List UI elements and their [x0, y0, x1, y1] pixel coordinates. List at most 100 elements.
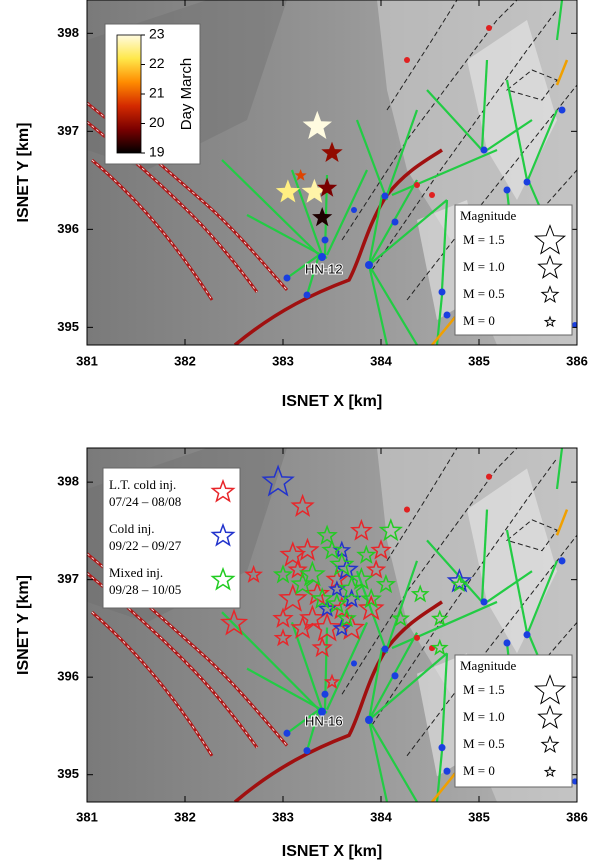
event-star: [332, 618, 352, 637]
legend-star: [537, 254, 563, 279]
colorbar-tick-label: 22: [149, 55, 165, 71]
event-star: [302, 110, 332, 139]
event-star: [294, 169, 307, 181]
event-star: [290, 571, 315, 595]
event-star: [272, 607, 294, 628]
event-star: [298, 560, 326, 587]
event-star: [349, 518, 373, 541]
markers: [275, 110, 343, 227]
legend-star: [533, 674, 567, 705]
legend-title: Magnitude: [460, 208, 517, 223]
event-star: [450, 575, 469, 593]
colorbar: [116, 34, 142, 154]
event-star: [326, 592, 348, 614]
event-star: [329, 596, 354, 620]
x-tick-label: 383: [272, 809, 294, 824]
legend-label: M = 0: [463, 763, 495, 778]
x-tick-label: 381: [76, 809, 98, 824]
event-star: [275, 179, 300, 203]
y-tick-label: 395: [57, 766, 79, 781]
event-star: [338, 575, 366, 601]
legend-box: [454, 204, 573, 336]
plot-frame: [86, 0, 578, 346]
event-star: [391, 608, 411, 627]
legend-label: Cold inj.: [109, 521, 155, 536]
x-tick-label: 382: [174, 353, 196, 368]
x-axis-label: ISNET X [km]: [282, 393, 382, 410]
x-tick-label: 384: [370, 353, 392, 368]
y-tick-label: 395: [57, 319, 79, 334]
legend-label: M = 1.5: [463, 232, 505, 247]
y-axis-label: ISNET Y [km]: [15, 575, 32, 675]
legend-title: Magnitude: [460, 658, 517, 673]
event-star: [317, 177, 338, 197]
event-star: [244, 564, 264, 583]
x-tick-label: 386: [566, 353, 588, 368]
event-star: [295, 537, 320, 561]
event-star: [273, 628, 293, 647]
legend-dates: 07/24 – 08/08: [109, 494, 181, 509]
legend-label: Mixed inj.: [109, 565, 163, 580]
event-star: [261, 464, 295, 497]
legend-label: M = 0.5: [463, 736, 505, 751]
y-tick-label: 396: [57, 221, 79, 236]
event-star: [356, 544, 377, 564]
event-star: [316, 524, 338, 545]
y-tick-label: 397: [57, 571, 79, 586]
event-star: [312, 207, 333, 227]
x-tick-label: 385: [468, 809, 490, 824]
legend-star: [210, 566, 236, 591]
legend-star: [210, 522, 236, 547]
y-tick-label: 397: [57, 123, 79, 138]
event-star: [311, 636, 333, 658]
event-star: [410, 584, 430, 603]
legend-dates: 09/22 – 09/27: [109, 538, 182, 553]
x-tick-label: 386: [566, 809, 588, 824]
legend-star: [537, 704, 563, 729]
legend-star: [543, 315, 557, 328]
x-tick-label: 385: [468, 353, 490, 368]
legend-star: [210, 478, 236, 503]
x-axis-label: ISNET X [km]: [282, 843, 382, 860]
legend-label: M = 1.5: [463, 682, 505, 697]
event-star: [287, 559, 308, 579]
y-axis-label: ISNET Y [km]: [15, 123, 32, 223]
annotation: HN-16: [305, 713, 343, 728]
event-star: [301, 178, 328, 203]
event-star: [219, 608, 249, 636]
legend-star: [540, 735, 560, 754]
legend-dates: 09/28 – 10/05: [109, 582, 181, 597]
legend-label: M = 0: [463, 313, 495, 328]
event-star: [321, 141, 343, 162]
x-tick-label: 383: [272, 353, 294, 368]
event-star: [329, 551, 355, 576]
event-star: [290, 615, 315, 639]
event-star: [365, 559, 387, 579]
event-star: [360, 587, 382, 609]
legend-label: M = 1.0: [463, 709, 505, 724]
y-tick-label: 398: [57, 474, 79, 489]
event-star: [378, 518, 403, 542]
event-star: [430, 609, 449, 627]
event-star: [290, 493, 315, 517]
legend-star: [543, 765, 557, 778]
event-star: [278, 583, 308, 612]
event-star: [357, 594, 385, 621]
event-star: [349, 566, 374, 590]
colorbar-tick-label: 19: [149, 144, 165, 160]
annotation: HN-12: [305, 261, 343, 276]
legend-box: [454, 654, 573, 788]
x-tick-label: 384: [370, 809, 392, 824]
colorbar-tick-label: 23: [149, 26, 165, 42]
x-tick-label: 381: [76, 353, 98, 368]
event-star: [310, 587, 334, 609]
event-star: [430, 638, 449, 656]
event-star: [311, 612, 343, 642]
legend-label: M = 1.0: [463, 259, 505, 274]
event-star: [446, 568, 473, 593]
legend-label: L.T. cold inj.: [109, 477, 176, 492]
event-star: [370, 539, 392, 560]
x-tick-label: 382: [174, 809, 196, 824]
event-star: [272, 564, 294, 584]
